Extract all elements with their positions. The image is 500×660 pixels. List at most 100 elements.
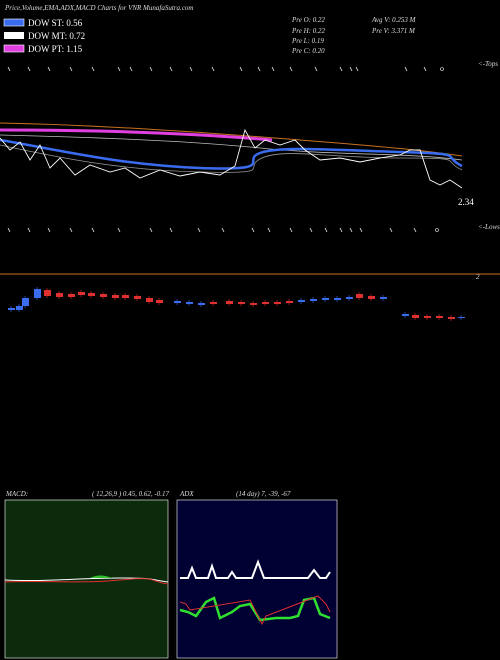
top-mark — [27, 66, 31, 72]
low-mark — [435, 228, 439, 232]
low-mark — [197, 227, 201, 233]
volume-candles — [8, 287, 465, 321]
candle — [424, 316, 431, 318]
macd-params: ( 12,26,9 ) 0.45, 0.62, -0.17 — [92, 490, 169, 498]
price-lines — [0, 122, 463, 189]
candle — [322, 298, 329, 300]
adx-params: (14 day) 7, -39, -67 — [236, 490, 291, 498]
candle — [22, 298, 29, 306]
info-text: Pre C: 0.20 — [291, 47, 325, 55]
dow-pt-line — [0, 128, 273, 142]
top-low-marks — [7, 66, 444, 233]
low-mark — [349, 227, 353, 233]
top-mark — [349, 66, 353, 72]
legend-swatch — [3, 18, 25, 27]
candle — [146, 298, 153, 302]
low-mark — [117, 227, 121, 233]
page-title: Price,Volume,EMA,ADX,MACD Charts for VNR… — [4, 4, 193, 12]
candle — [112, 295, 119, 298]
top-mark — [169, 66, 173, 72]
candle — [134, 296, 141, 299]
candle — [68, 294, 75, 297]
low-mark — [267, 227, 271, 233]
candle — [78, 292, 85, 295]
info-text: Pre L: 0.19 — [291, 37, 324, 45]
candle — [402, 314, 409, 316]
low-mark — [324, 227, 328, 233]
candle — [8, 308, 15, 310]
top-mark — [404, 66, 408, 72]
top-mark — [271, 66, 275, 72]
adx-title: ADX — [179, 490, 194, 498]
top-mark — [129, 66, 133, 72]
legend-swatch — [4, 32, 24, 39]
candle — [122, 295, 129, 298]
lows-label: <-Lows — [478, 223, 500, 231]
top-mark — [69, 66, 73, 72]
candle — [298, 300, 305, 302]
legend-swatch — [3, 44, 25, 53]
low-mark — [169, 227, 173, 233]
legend-label: DOW ST: 0.56 — [28, 18, 83, 28]
candle — [34, 289, 41, 298]
top-mark — [440, 67, 444, 71]
low-mark — [289, 227, 293, 233]
low-mark — [413, 227, 417, 233]
signal-line — [4, 578, 169, 585]
candle — [198, 303, 205, 305]
info-text: Pre O: 0.22 — [291, 16, 325, 24]
candle — [436, 316, 443, 318]
top-mark — [211, 66, 215, 72]
candle — [380, 297, 387, 299]
macd-line — [4, 577, 169, 583]
adx-line — [180, 559, 331, 579]
volume-axis-label: 2 — [476, 273, 480, 281]
top-mark — [314, 66, 318, 72]
candle — [458, 317, 465, 318]
info-text: Pre V: 3.371 M — [371, 27, 416, 35]
di-plus-line — [179, 596, 331, 622]
top-mark — [355, 66, 359, 72]
candle — [310, 299, 317, 301]
candle — [226, 301, 233, 304]
candle — [274, 302, 281, 304]
macd-histogram — [90, 575, 112, 578]
candle — [448, 317, 455, 319]
ema-line — [0, 122, 463, 157]
low-mark — [389, 227, 393, 233]
dow-st-line — [0, 138, 463, 170]
top-mark — [117, 66, 121, 72]
candle — [346, 297, 353, 299]
low-mark — [69, 227, 73, 233]
candle — [250, 303, 257, 305]
candle — [368, 296, 375, 299]
top-mark — [339, 66, 343, 72]
candle — [16, 306, 23, 310]
top-mark — [7, 66, 11, 72]
top-mark — [91, 66, 95, 72]
candle — [210, 302, 217, 304]
low-mark — [149, 227, 153, 233]
low-mark — [251, 227, 255, 233]
macd-title: MACD: — [5, 490, 28, 498]
info-text: Avg V: 0.253 M — [371, 16, 417, 24]
di-minus-line — [179, 595, 331, 626]
candle — [334, 298, 341, 300]
candle — [44, 290, 51, 296]
candle — [56, 293, 63, 297]
info-text: Pre H: 0.22 — [291, 27, 325, 35]
top-mark — [149, 66, 153, 72]
top-mark — [257, 66, 261, 72]
low-mark — [359, 227, 363, 233]
top-mark — [239, 66, 243, 72]
low-mark — [47, 227, 51, 233]
candle — [262, 302, 269, 304]
candle — [174, 301, 181, 303]
top-mark — [189, 66, 193, 72]
price-line — [0, 128, 463, 189]
top-mark — [423, 66, 427, 72]
top-mark — [47, 66, 51, 72]
candle — [286, 301, 293, 303]
low-mark — [7, 227, 11, 233]
ema-line — [0, 144, 463, 173]
